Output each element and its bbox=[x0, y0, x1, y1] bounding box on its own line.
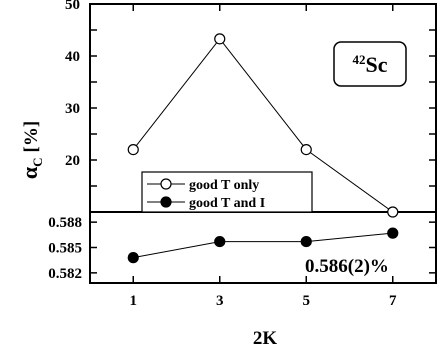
legend-marker-open bbox=[160, 178, 172, 190]
x-tick-label: 7 bbox=[389, 293, 397, 309]
upper-data-point bbox=[214, 33, 226, 45]
nuclide-label: 42Sc bbox=[353, 52, 388, 77]
lower-y-ticks bbox=[90, 221, 436, 274]
x-tick-labels: 1 3 5 7 bbox=[130, 293, 398, 309]
upper-data-point bbox=[127, 144, 139, 156]
lower-series-good-t-and-i bbox=[127, 227, 399, 264]
y-axis-title-unit: [%] bbox=[21, 121, 42, 153]
y-axis-title: αC [%] bbox=[17, 121, 45, 179]
upper-y-tick-label: 20 bbox=[65, 153, 80, 169]
x-tick-label: 1 bbox=[130, 293, 138, 309]
x-ticks bbox=[132, 4, 394, 283]
upper-data-point bbox=[387, 206, 399, 218]
y-axis-title-main: α bbox=[17, 166, 42, 179]
upper-data-point bbox=[300, 144, 312, 156]
upper-y-ticks bbox=[90, 29, 436, 187]
legend: good T only good T and I bbox=[141, 171, 313, 213]
x-tick-label: 5 bbox=[303, 293, 311, 309]
x-tick-label: 3 bbox=[216, 293, 224, 309]
upper-y-tick-labels: 20 30 40 50 bbox=[65, 0, 80, 169]
nuclide-label-box: 42Sc bbox=[333, 41, 407, 87]
upper-y-tick-label: 40 bbox=[65, 49, 80, 65]
nuclide-mass-number: 42 bbox=[353, 52, 366, 67]
lower-data-point bbox=[387, 227, 399, 239]
lower-y-tick-labels: 0.582 0.585 0.588 bbox=[48, 215, 82, 282]
lower-data-point bbox=[127, 252, 139, 264]
y-axis-title-subscript: C bbox=[30, 157, 45, 166]
lower-series-line bbox=[133, 232, 393, 259]
upper-series-good-t-only bbox=[127, 33, 399, 218]
legend-marker-filled bbox=[160, 196, 172, 208]
lower-data-point bbox=[300, 235, 312, 248]
upper-y-tick-label: 50 bbox=[65, 0, 80, 13]
legend-label-good-t-and-i: good T and I bbox=[189, 196, 265, 211]
lower-panel-annotation: 0.586(2)% bbox=[305, 256, 389, 277]
nuclide-element: Sc bbox=[366, 52, 388, 77]
lower-y-tick-label: 0.588 bbox=[48, 215, 82, 231]
lower-y-tick-label: 0.585 bbox=[48, 241, 82, 257]
legend-label-good-t-only: good T only bbox=[189, 178, 259, 193]
upper-y-tick-label: 30 bbox=[65, 101, 80, 117]
lower-y-tick-label: 0.582 bbox=[48, 266, 82, 282]
x-axis-title: 2K bbox=[253, 328, 278, 349]
lower-data-point bbox=[214, 235, 226, 248]
upper-series-line bbox=[132, 38, 394, 213]
